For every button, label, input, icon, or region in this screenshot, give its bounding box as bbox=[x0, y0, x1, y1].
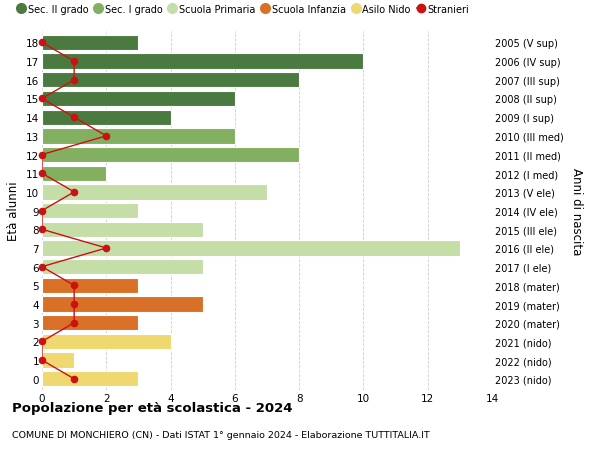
Point bbox=[37, 151, 47, 159]
Point bbox=[70, 114, 79, 122]
Point bbox=[37, 207, 47, 215]
Point bbox=[101, 133, 111, 140]
Point bbox=[37, 263, 47, 271]
Point bbox=[37, 95, 47, 103]
Bar bbox=[42, 259, 203, 275]
Point bbox=[70, 319, 79, 327]
Bar bbox=[42, 315, 139, 330]
Bar bbox=[42, 278, 139, 293]
Legend: Sec. II grado, Sec. I grado, Scuola Primaria, Scuola Infanzia, Asilo Nido, Stran: Sec. II grado, Sec. I grado, Scuola Prim… bbox=[17, 5, 469, 15]
Bar bbox=[42, 92, 235, 107]
Y-axis label: Età alunni: Età alunni bbox=[7, 181, 20, 241]
Bar bbox=[42, 110, 170, 126]
Bar bbox=[42, 54, 364, 70]
Text: Popolazione per età scolastica - 2024: Popolazione per età scolastica - 2024 bbox=[12, 402, 293, 414]
Bar bbox=[42, 241, 460, 256]
Bar bbox=[42, 297, 203, 312]
Bar bbox=[42, 222, 203, 237]
Bar bbox=[42, 147, 299, 163]
Bar bbox=[42, 166, 106, 181]
Bar bbox=[42, 36, 139, 51]
Y-axis label: Anni di nascita: Anni di nascita bbox=[570, 168, 583, 255]
Point bbox=[101, 245, 111, 252]
Bar bbox=[42, 371, 139, 386]
Point bbox=[70, 375, 79, 383]
Bar bbox=[42, 353, 74, 368]
Bar bbox=[42, 203, 139, 219]
Point bbox=[70, 301, 79, 308]
Point bbox=[37, 39, 47, 47]
Bar bbox=[42, 73, 299, 88]
Bar bbox=[42, 129, 235, 144]
Point bbox=[37, 170, 47, 178]
Text: COMUNE DI MONCHIERO (CN) - Dati ISTAT 1° gennaio 2024 - Elaborazione TUTTITALIA.: COMUNE DI MONCHIERO (CN) - Dati ISTAT 1°… bbox=[12, 431, 430, 440]
Point bbox=[37, 338, 47, 345]
Point bbox=[70, 58, 79, 66]
Point bbox=[70, 189, 79, 196]
Point bbox=[37, 226, 47, 234]
Point bbox=[70, 282, 79, 289]
Bar bbox=[42, 185, 267, 200]
Point bbox=[70, 77, 79, 84]
Bar bbox=[42, 334, 170, 349]
Point bbox=[37, 357, 47, 364]
